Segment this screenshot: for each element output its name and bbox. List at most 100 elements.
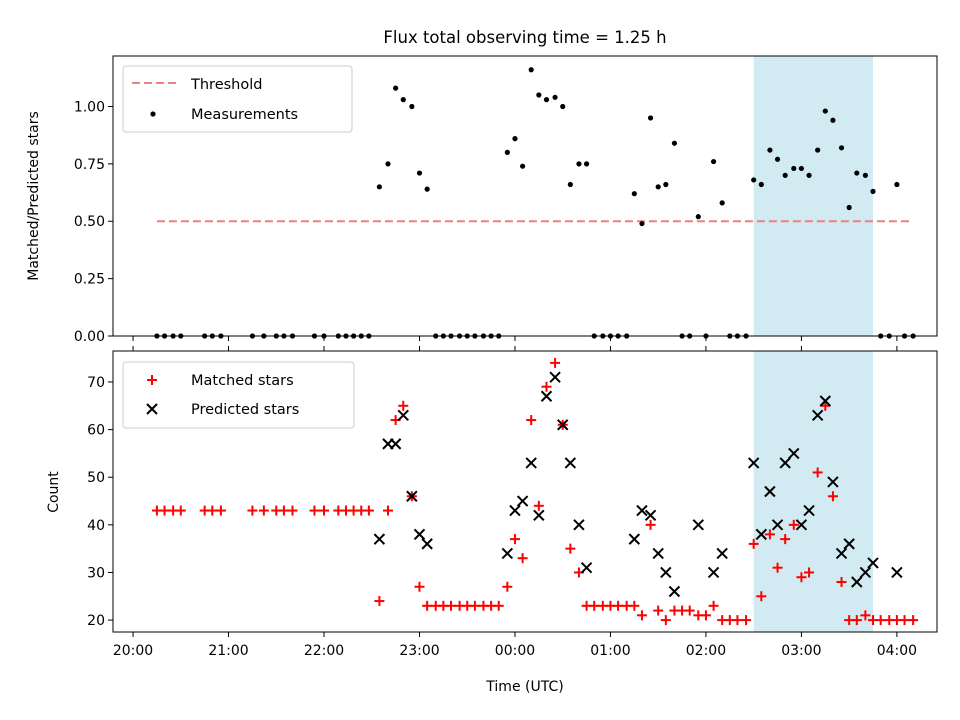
predicted-star-point [811, 409, 824, 422]
matched-star-point [550, 357, 561, 368]
measurement-point [536, 92, 542, 98]
matched-star-point [660, 615, 671, 626]
predicted-star-point [636, 504, 648, 517]
matched-star-point [565, 543, 576, 554]
measurement-point [774, 156, 781, 162]
matched-star-point [363, 505, 374, 516]
predicted-star-point [389, 438, 402, 450]
matched-star-point [517, 553, 528, 564]
matched-star-point [700, 610, 711, 621]
top-y-axis-label: Matched/Predicted stars [26, 111, 42, 281]
matched-star-point [382, 505, 393, 516]
x-tick-label: 04:00 [877, 643, 917, 659]
x-tick-label: 02:00 [686, 643, 726, 659]
top-panel: 0.00 0.25 0.50 0.75 1.00 Matched/Predicted s… [26, 55, 938, 345]
measurement-point [567, 181, 573, 188]
measurement-point [631, 191, 637, 197]
predicted-star-point [716, 547, 728, 560]
measurement-point [719, 200, 725, 206]
predicted-star-point [564, 457, 577, 469]
measurement-point [504, 149, 510, 155]
matched-star-point [175, 505, 186, 516]
matched-star-point [374, 596, 385, 607]
predicted-star-point [764, 485, 776, 498]
predicted-star-point [406, 490, 418, 502]
y-tick-label: 0.00 [74, 329, 105, 345]
matched-star-point [741, 615, 752, 626]
matched-star-point [653, 605, 664, 616]
matched-star-point [278, 505, 289, 516]
predicted-star-point [573, 519, 585, 531]
matched-star-point [541, 381, 552, 392]
bottom-legend-box [122, 361, 355, 429]
top-highlight-span [753, 56, 874, 336]
predicted-star-point [557, 419, 569, 431]
predicted-star-point [843, 538, 855, 550]
predicted-star-point [660, 566, 672, 579]
predicted-star-point [803, 504, 815, 517]
measurement-point [409, 103, 415, 110]
matched-star-point [860, 610, 871, 621]
predicted-star-point [795, 519, 808, 531]
matched-star-point [215, 505, 226, 516]
measurement-point [822, 108, 828, 114]
measurement-point [671, 140, 678, 146]
x-tick-label: 01:00 [590, 643, 630, 659]
y-tick-label: 0.50 [74, 214, 105, 230]
legend-predicted-swatch [146, 403, 158, 415]
predicted-star-point [827, 476, 839, 488]
matched-star-point [589, 600, 600, 611]
legend-matched-swatch [147, 375, 157, 385]
matched-star-point [533, 500, 544, 511]
predicted-star-point [533, 509, 545, 522]
measurement-point [576, 161, 582, 167]
measurement-point [782, 172, 788, 178]
measurement-point [758, 181, 764, 188]
matched-star-point [645, 519, 656, 530]
y-tick-label: 50 [87, 470, 105, 486]
measurement-point [815, 147, 821, 153]
matched-star-point [764, 529, 775, 540]
matched-star-point [502, 581, 513, 592]
predicted-star-point [851, 576, 863, 588]
legend-matched-label: Matched stars [191, 373, 294, 389]
top-plot-frame [112, 55, 938, 337]
bottom-panel: 20 30 40 50 60 70 20:00 21:00 22:00 23:00 00:00 01… [46, 346, 938, 695]
y-tick-label: 40 [87, 518, 105, 534]
top-x-ticks [132, 336, 898, 341]
bottom-highlight-span [753, 351, 874, 632]
matched-star-point [851, 615, 862, 626]
measurement-point [862, 172, 868, 178]
predicted-star-point [692, 519, 705, 531]
measurement-point [376, 184, 382, 190]
matched-star-point [756, 591, 767, 602]
predicted-star-point [891, 566, 903, 579]
matched-star-point [247, 505, 258, 516]
predicted-star-point [580, 561, 593, 574]
matched-stars-points [151, 357, 919, 626]
matched-star-point [875, 615, 886, 626]
measurement-point [560, 103, 566, 110]
predicted-star-point [373, 533, 386, 545]
measurement-point [791, 165, 797, 172]
measurement-point [751, 177, 757, 183]
matched-star-point [287, 505, 298, 516]
y-tick-label: 0.75 [74, 157, 105, 173]
y-tick-label: 1.00 [74, 99, 105, 115]
chart-title: Flux total observing time = 1.25 h [383, 28, 666, 47]
predicted-star-point [755, 528, 768, 541]
measurement-point [583, 161, 590, 167]
measurement-point [870, 188, 876, 195]
predicted-star-point [516, 495, 529, 507]
x-tick-label: 20:00 [113, 643, 153, 659]
matched-star-point [258, 505, 269, 516]
measurement-point [393, 85, 399, 91]
predicted-star-point [771, 519, 784, 531]
predicted-star-point [779, 457, 791, 469]
predicted-star-point [867, 557, 879, 569]
matched-star-point [526, 415, 537, 426]
measurement-point [767, 147, 773, 153]
matched-star-point [629, 600, 640, 611]
predicted-star-point [819, 395, 831, 407]
measurement-point [543, 97, 550, 103]
